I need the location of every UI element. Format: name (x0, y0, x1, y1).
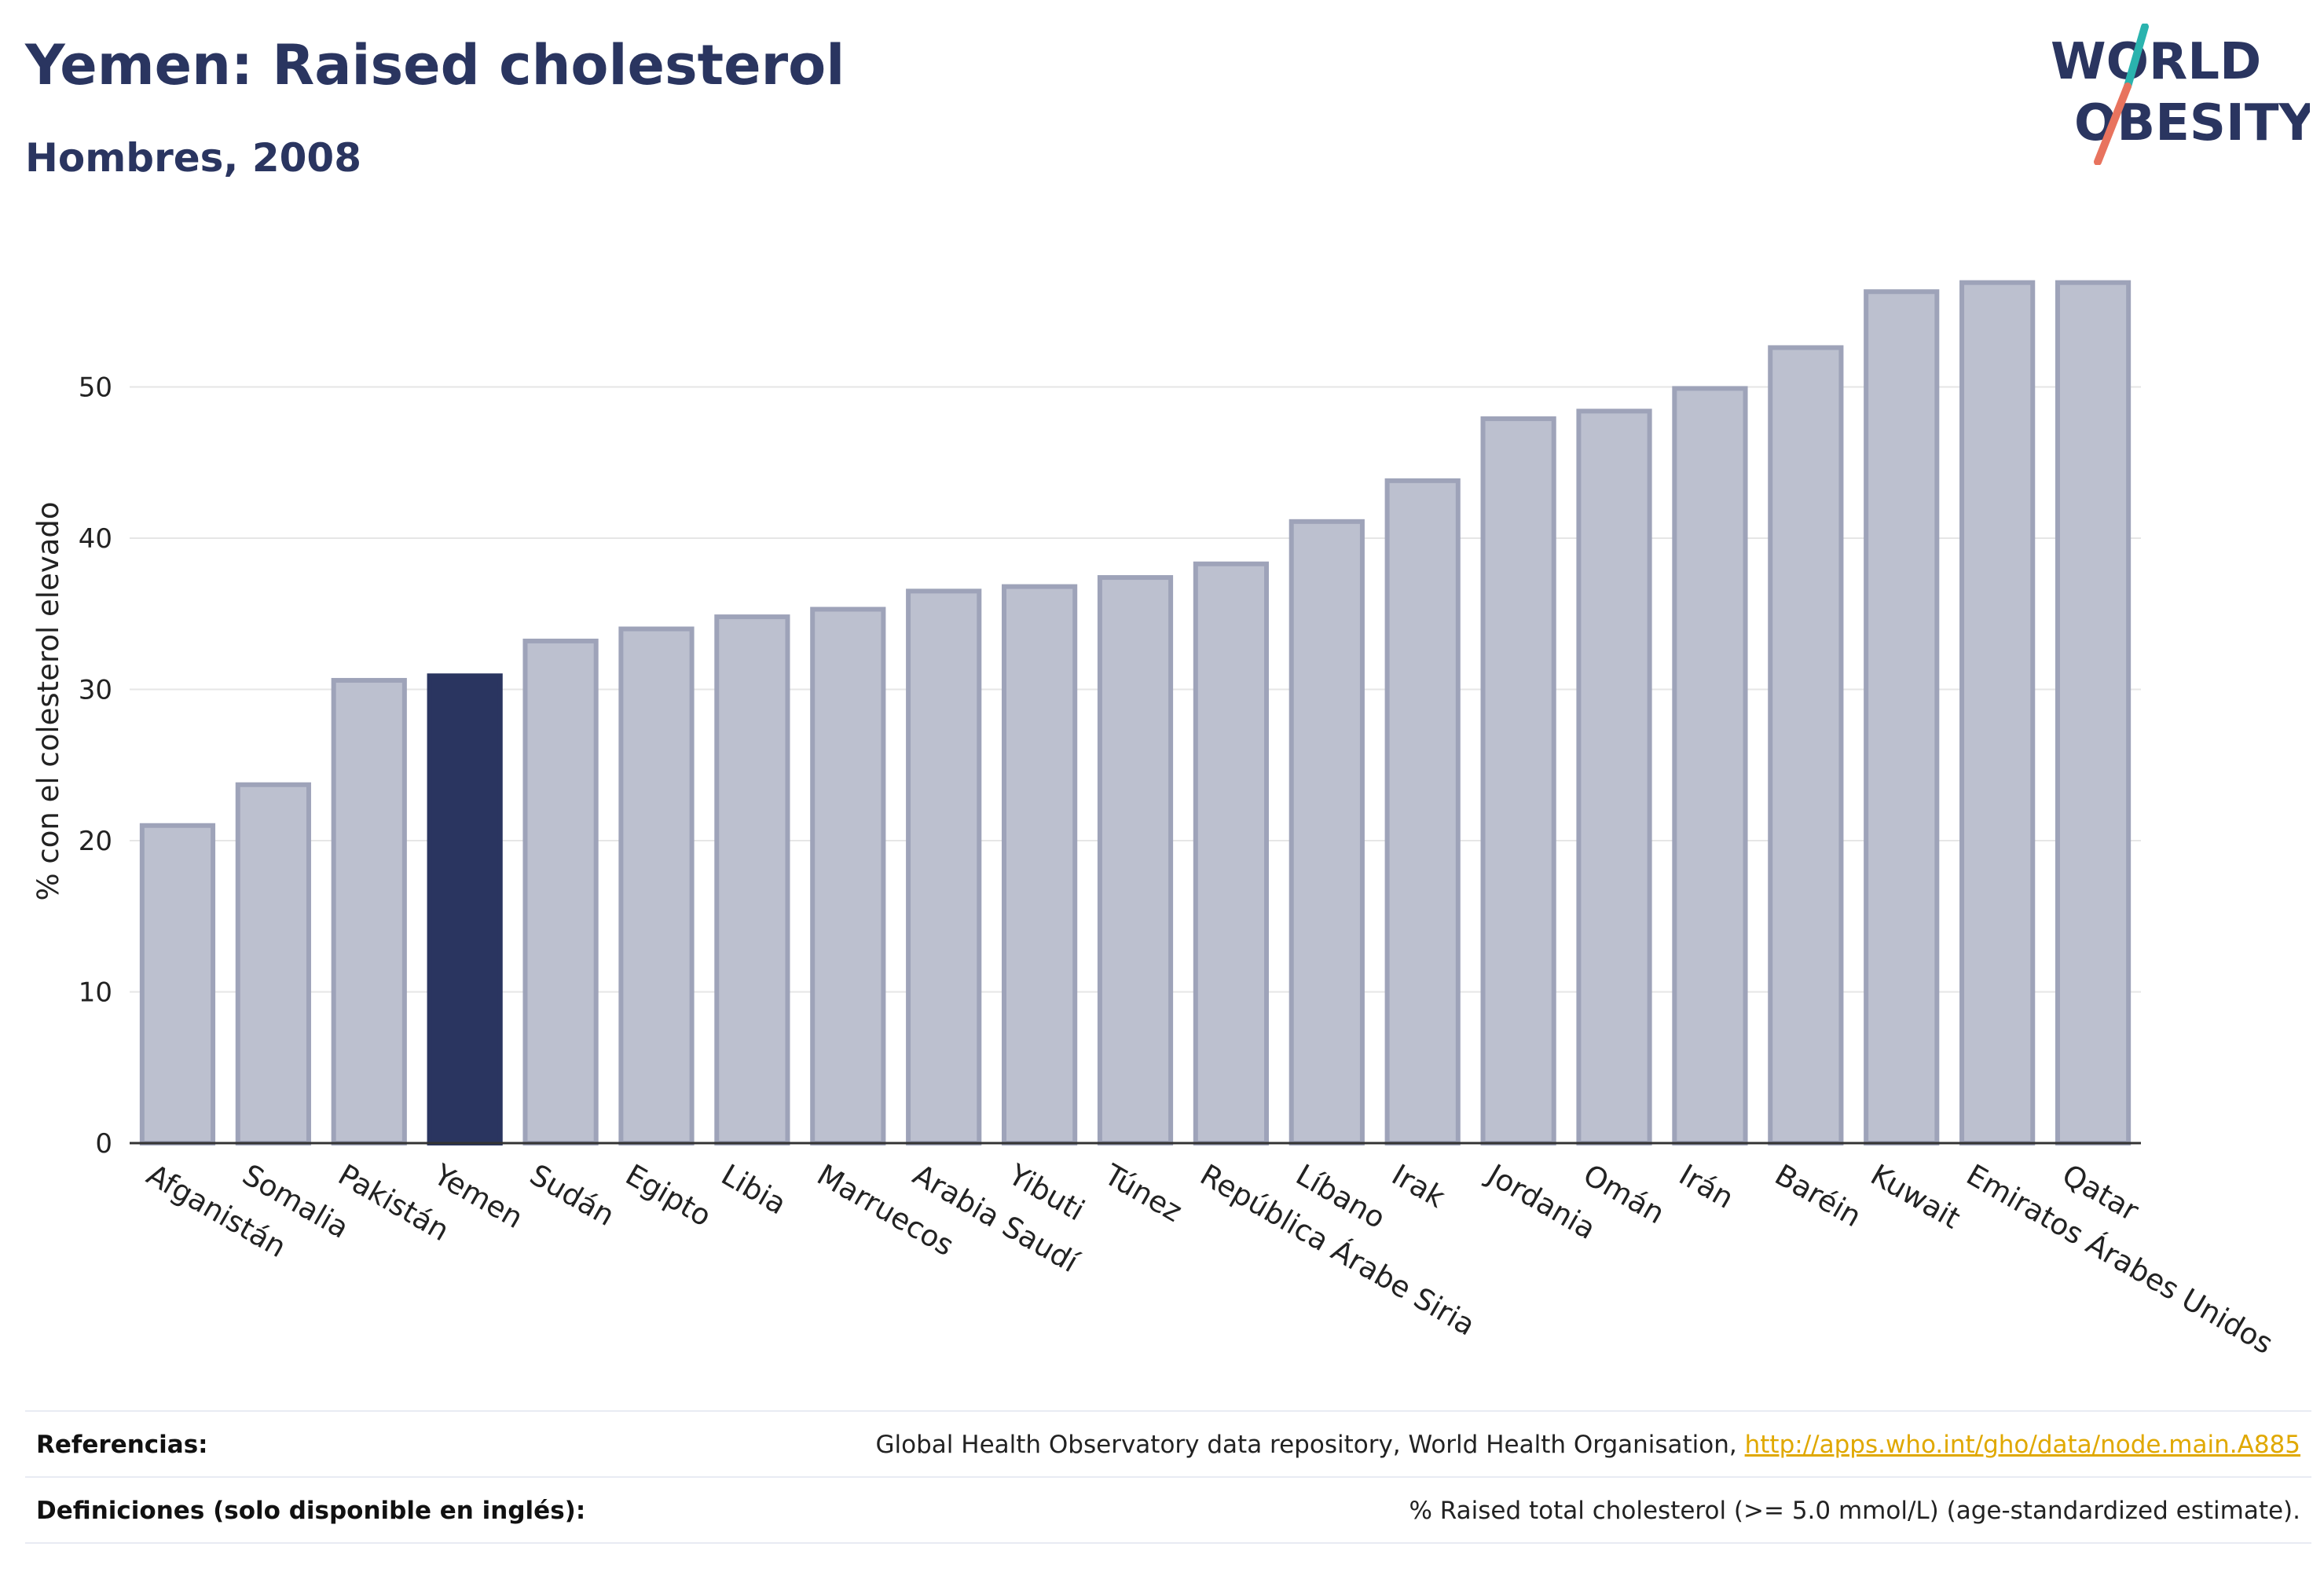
bar (810, 607, 886, 1145)
y-tick-label: 30 (79, 675, 112, 706)
bar (618, 626, 695, 1145)
bar (1768, 345, 1844, 1145)
x-tick-label: Irán (1673, 1158, 1739, 1215)
bar (906, 588, 982, 1145)
bar (1193, 561, 1270, 1145)
y-tick-label: 50 (79, 372, 112, 404)
x-tick-label: Irak (1386, 1158, 1451, 1215)
logo-line-1: WORLD (2051, 33, 2261, 91)
world-obesity-logo: WORLD OBESITY (2051, 24, 2310, 165)
chart-subtitle: Hombres, 2008 (25, 135, 361, 181)
y-tick-label: 40 (79, 523, 112, 555)
x-tick-label: Túnez (1098, 1157, 1188, 1229)
references-row: Referencias: Global Health Observatory d… (25, 1410, 2311, 1476)
references-value: Global Health Observatory data repositor… (876, 1431, 2300, 1459)
bar (1384, 478, 1461, 1145)
y-tick-label: 20 (79, 826, 112, 857)
bar (1097, 575, 1174, 1145)
x-tick-label: Libia (716, 1158, 792, 1222)
bar (522, 638, 599, 1145)
bar (139, 823, 216, 1145)
bar (1001, 584, 1078, 1145)
x-tick-label: Egipto (620, 1158, 717, 1233)
bar (1864, 289, 1940, 1146)
definitions-value: % Raised total cholesterol (>= 5.0 mmol/… (1409, 1497, 2300, 1525)
y-tick-label: 0 (95, 1128, 112, 1160)
references-link[interactable]: http://apps.who.int/gho/data/node.main.A… (1744, 1431, 2300, 1459)
x-tick-label: Jordania (1480, 1157, 1601, 1247)
x-tick-label: Kuwait (1865, 1158, 1967, 1236)
x-tick-label: Sudán (524, 1158, 620, 1233)
bar (427, 673, 503, 1145)
references-text: Global Health Observatory data repositor… (875, 1431, 1745, 1459)
logo-slash-teal (2124, 24, 2149, 90)
x-tick-label: Baréin (1769, 1158, 1868, 1234)
definitions-label: Definiciones (solo disponible en inglés)… (36, 1497, 586, 1525)
bar (235, 782, 311, 1146)
bar (714, 614, 790, 1145)
chart-title: Yemen: Raised cholesterol (25, 33, 845, 97)
y-axis-title: % con el colesterol elevado (31, 501, 65, 900)
bar (1959, 280, 2036, 1145)
references-table: Referencias: Global Health Observatory d… (25, 1410, 2311, 1544)
bar (1480, 416, 1556, 1145)
bar (1672, 386, 1748, 1145)
bar (1288, 519, 1365, 1145)
references-label: Referencias: (36, 1431, 208, 1459)
y-tick-label: 10 (79, 977, 112, 1009)
definitions-row: Definiciones (solo disponible en inglés)… (25, 1476, 2311, 1544)
bar (331, 677, 407, 1145)
bar (2055, 280, 2132, 1145)
bar (1576, 409, 1652, 1145)
logo-slash-coral (2094, 82, 2132, 165)
